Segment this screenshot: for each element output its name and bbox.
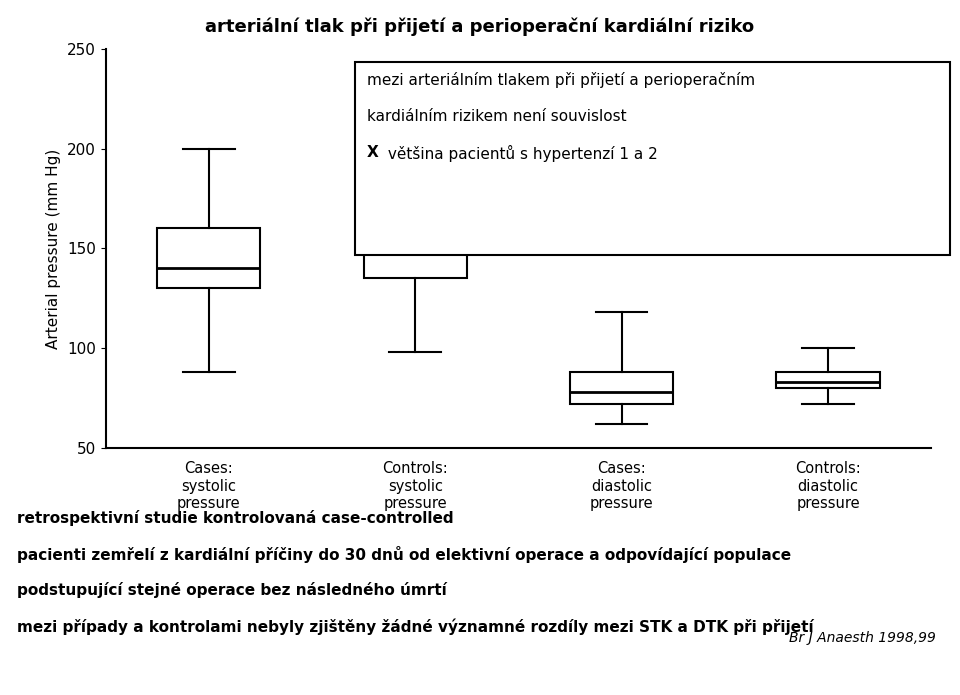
Text: arteriální tlak při přijetí a perioperační kardiální riziko: arteriální tlak při přijetí a perioperač… [205,17,755,36]
PathPatch shape [364,229,467,279]
Text: mezi arteriálním tlakem při přijetí a perioperačním: mezi arteriálním tlakem při přijetí a pe… [367,72,755,88]
Text: podstupující stejné operace bez následného úmrtí: podstupující stejné operace bez následné… [17,582,447,598]
Text: většina pacientů s hypertenzí 1 a 2: většina pacientů s hypertenzí 1 a 2 [383,145,658,162]
Text: retrospektivní studie kontrolovaná case-controlled: retrospektivní studie kontrolovaná case-… [17,510,454,526]
Text: kardiálním rizikem není souvislost: kardiálním rizikem není souvislost [367,108,626,124]
PathPatch shape [777,373,879,389]
Text: X: X [367,145,378,160]
Text: pacienti zemřelí z kardiální příčiny do 30 dnů od elektivní operace a odpovídají: pacienti zemřelí z kardiální příčiny do … [17,546,791,563]
Y-axis label: Arterial pressure (mm Hg): Arterial pressure (mm Hg) [46,148,61,349]
PathPatch shape [570,373,673,404]
PathPatch shape [157,229,260,288]
Text: mezi případy a kontrolami nebyly zjištěny žádné významné rozdíly mezi STK a DTK : mezi případy a kontrolami nebyly zjištěn… [17,619,814,635]
Text: Br J Anaesth 1998,99: Br J Anaesth 1998,99 [789,631,936,645]
